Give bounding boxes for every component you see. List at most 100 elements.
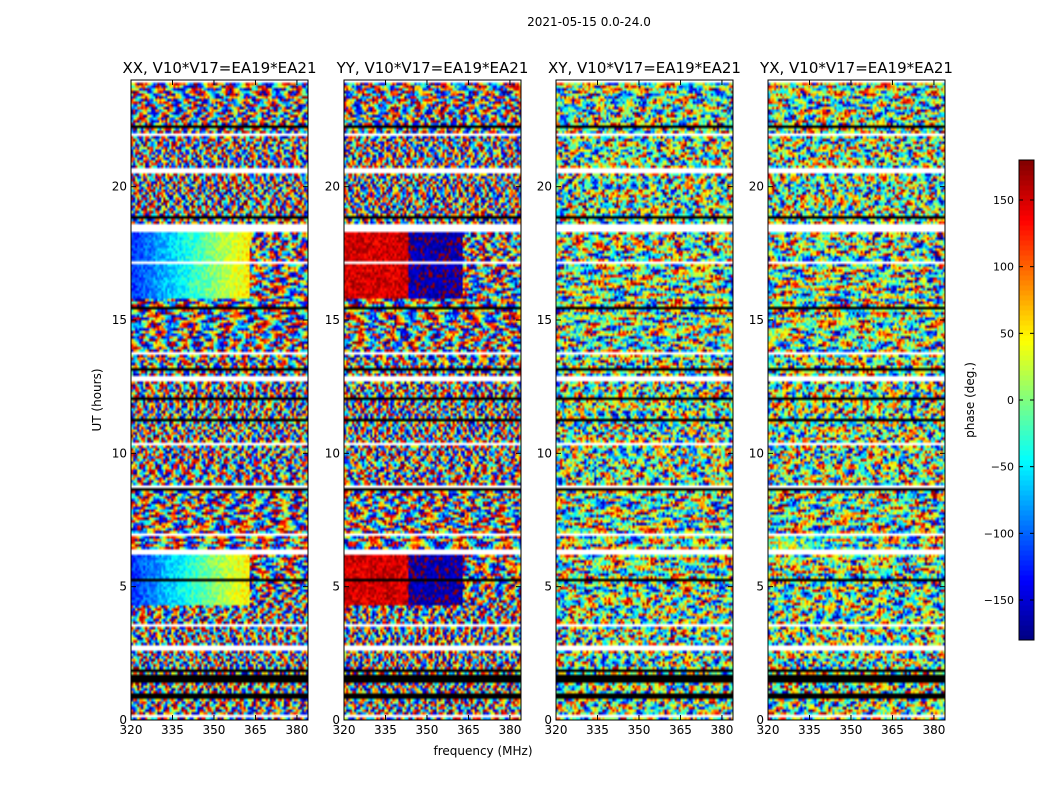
colorbar-segment [1019, 580, 1034, 586]
y-tick-label: 15 [112, 313, 127, 327]
y-tick-label: 10 [749, 446, 764, 460]
colorbar-segment [1019, 260, 1034, 266]
colorbar-segment [1019, 515, 1034, 521]
colorbar-segment [1019, 600, 1034, 606]
figure-suptitle: 2021-05-15 0.0-24.0 [527, 15, 651, 29]
colorbar-segment [1019, 205, 1034, 211]
y-tick-label: 20 [325, 180, 340, 194]
panel-2: YY, V10*V17=EA19*EA21 320 335 350 365 380 0 5 10… [325, 59, 529, 737]
x-tick-label: 380 [498, 723, 521, 737]
colorbar-segment [1019, 285, 1034, 291]
colorbar-tick-label: 100 [993, 261, 1014, 274]
colorbar-segment [1019, 500, 1034, 506]
colorbar-segment [1019, 625, 1034, 631]
y-tick-label: 15 [749, 313, 764, 327]
colorbar-segment [1019, 270, 1034, 276]
panel-3-title: XY, V10*V17=EA19*EA21 [548, 59, 741, 77]
colorbar-segment [1019, 245, 1034, 251]
colorbar-segment [1019, 485, 1034, 491]
x-tick-label: 350 [203, 723, 226, 737]
colorbar-segment [1019, 590, 1034, 596]
panel-3-frame [555, 79, 734, 721]
colorbar-segment [1019, 365, 1034, 371]
colorbar-segment [1019, 610, 1034, 616]
colorbar-segment [1019, 430, 1034, 436]
colorbar-segment [1019, 525, 1034, 531]
colorbar-segment [1019, 160, 1034, 166]
x-tick-label: 365 [244, 723, 267, 737]
y-tick-label: 5 [544, 580, 552, 594]
colorbar-segment [1019, 295, 1034, 301]
colorbar-segment [1019, 545, 1034, 551]
colorbar-tick-label: −50 [991, 461, 1014, 474]
colorbar-segment [1019, 550, 1034, 556]
colorbar-segment [1019, 630, 1034, 636]
colorbar-segment [1019, 385, 1034, 391]
x-tick-label: 350 [628, 723, 651, 737]
colorbar: −150 −100 −50 0 50 100 150 [984, 159, 1035, 641]
colorbar-segment [1019, 275, 1034, 281]
colorbar-segment [1019, 440, 1034, 446]
colorbar-segment [1019, 165, 1034, 171]
colorbar-segment [1019, 255, 1034, 261]
x-tick-label: 380 [922, 723, 945, 737]
y-tick-label: 10 [112, 446, 127, 460]
x-tick-label: 320 [757, 723, 780, 737]
panel-2-title: YY, V10*V17=EA19*EA21 [336, 59, 529, 77]
colorbar-segment [1019, 185, 1034, 191]
colorbar-segment [1019, 225, 1034, 231]
colorbar-segment [1019, 635, 1034, 641]
colorbar-segment [1019, 340, 1034, 346]
colorbar-segment [1019, 195, 1034, 201]
colorbar-segment [1019, 405, 1034, 411]
colorbar-segment [1019, 530, 1034, 536]
colorbar-segment [1019, 400, 1034, 406]
colorbar-segment [1019, 375, 1034, 381]
colorbar-segment [1019, 350, 1034, 356]
colorbar-segment [1019, 455, 1034, 461]
colorbar-segment [1019, 325, 1034, 331]
y-tick-label: 5 [119, 580, 127, 594]
colorbar-segment [1019, 220, 1034, 226]
y-tick-label: 15 [325, 313, 340, 327]
colorbar-segment [1019, 445, 1034, 451]
colorbar-segment [1019, 540, 1034, 546]
x-tick-label: 365 [669, 723, 692, 737]
colorbar-segment [1019, 475, 1034, 481]
x-tick-label: 350 [416, 723, 439, 737]
y-tick-label: 0 [332, 713, 340, 727]
x-tick-label: 380 [710, 723, 733, 737]
colorbar-segment [1019, 460, 1034, 466]
panel-1: XX, V10*V17=EA19*EA21 320 335 350 365 380 0 5 10… [112, 59, 317, 737]
colorbar-tick-label: −150 [984, 594, 1014, 607]
colorbar-segment [1019, 380, 1034, 386]
colorbar-segment [1019, 310, 1034, 316]
colorbar-segment [1019, 360, 1034, 366]
colorbar-segment [1019, 595, 1034, 601]
y-tick-label: 10 [325, 446, 340, 460]
colorbar-segment [1019, 210, 1034, 216]
panel-4-frame [767, 79, 946, 721]
colorbar-segment [1019, 560, 1034, 566]
y-tick-label: 5 [756, 580, 764, 594]
colorbar-segment [1019, 470, 1034, 476]
colorbar-tick-label: −100 [984, 527, 1014, 540]
y-tick-label: 20 [537, 180, 552, 194]
colorbar-segment [1019, 585, 1034, 591]
x-axis-label: frequency (MHz) [433, 744, 532, 758]
panels-group: XX, V10*V17=EA19*EA21 320 335 350 365 380 0 5 10… [112, 59, 953, 737]
x-tick-label: 335 [798, 723, 821, 737]
colorbar-segment [1019, 565, 1034, 571]
colorbar-segment [1019, 335, 1034, 341]
colorbar-segment [1019, 280, 1034, 286]
colorbar-segment [1019, 410, 1034, 416]
y-axis-label: UT (hours) [90, 368, 104, 431]
colorbar-segment [1019, 345, 1034, 351]
y-tick-label: 0 [756, 713, 764, 727]
panel-1-heatmap [131, 80, 308, 720]
colorbar-segment [1019, 240, 1034, 246]
panel-2-frame [343, 79, 522, 721]
x-tick-label: 350 [840, 723, 863, 737]
colorbar-segment [1019, 465, 1034, 471]
